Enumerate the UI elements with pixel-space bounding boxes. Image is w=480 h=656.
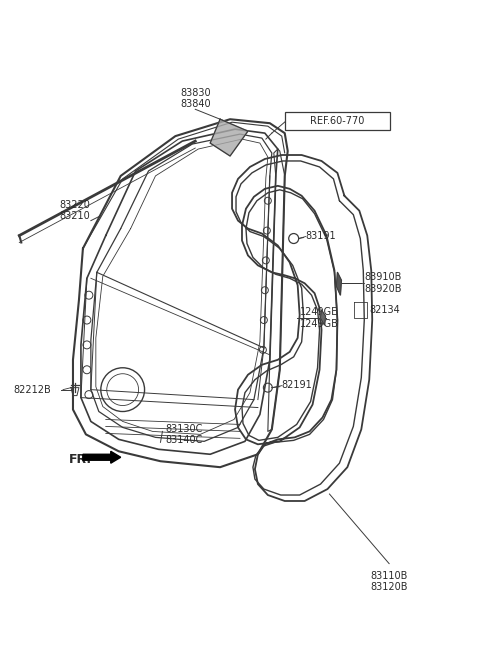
Text: 83830
83840: 83830 83840 <box>180 88 211 110</box>
Text: REF.60-770: REF.60-770 <box>310 116 365 126</box>
Text: FR.: FR. <box>69 453 92 466</box>
Text: 82212B: 82212B <box>13 384 51 395</box>
Polygon shape <box>83 451 120 463</box>
Polygon shape <box>321 310 325 325</box>
Text: 82134: 82134 <box>369 305 400 315</box>
Text: 83130C
83140C: 83130C 83140C <box>166 424 203 445</box>
Polygon shape <box>336 272 341 295</box>
Text: 83220
83210: 83220 83210 <box>59 200 90 222</box>
Polygon shape <box>210 119 248 156</box>
Text: 82191: 82191 <box>282 380 312 390</box>
Text: 83910B
83920B: 83910B 83920B <box>364 272 402 294</box>
Text: 1249GE
1249GB: 1249GE 1249GB <box>300 307 338 329</box>
Text: 83191: 83191 <box>306 230 336 241</box>
Text: 83110B
83120B: 83110B 83120B <box>371 571 408 592</box>
FancyBboxPatch shape <box>285 112 390 130</box>
